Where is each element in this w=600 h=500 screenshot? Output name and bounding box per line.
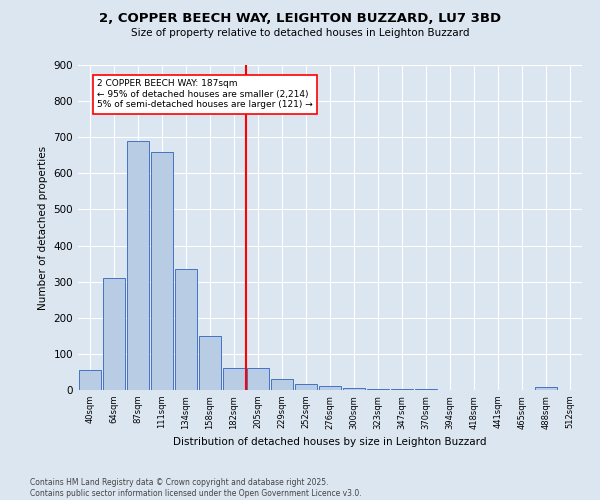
Text: Size of property relative to detached houses in Leighton Buzzard: Size of property relative to detached ho… [131, 28, 469, 38]
Text: 2 COPPER BEECH WAY: 187sqm
← 95% of detached houses are smaller (2,214)
5% of se: 2 COPPER BEECH WAY: 187sqm ← 95% of deta… [97, 80, 313, 109]
Bar [343, 388, 365, 390]
Bar [175, 269, 197, 390]
Bar [535, 387, 557, 390]
X-axis label: Distribution of detached houses by size in Leighton Buzzard: Distribution of detached houses by size … [173, 437, 487, 447]
Bar [319, 386, 341, 390]
Bar [199, 336, 221, 390]
Y-axis label: Number of detached properties: Number of detached properties [38, 146, 48, 310]
Bar [391, 389, 413, 390]
Bar [247, 368, 269, 390]
Bar [295, 384, 317, 390]
Bar [151, 152, 173, 390]
Bar [127, 141, 149, 390]
Bar [79, 370, 101, 390]
Text: 2, COPPER BEECH WAY, LEIGHTON BUZZARD, LU7 3BD: 2, COPPER BEECH WAY, LEIGHTON BUZZARD, L… [99, 12, 501, 26]
Bar [103, 278, 125, 390]
Bar [367, 388, 389, 390]
Text: Contains HM Land Registry data © Crown copyright and database right 2025.
Contai: Contains HM Land Registry data © Crown c… [30, 478, 362, 498]
Bar [223, 368, 245, 390]
Bar [271, 379, 293, 390]
